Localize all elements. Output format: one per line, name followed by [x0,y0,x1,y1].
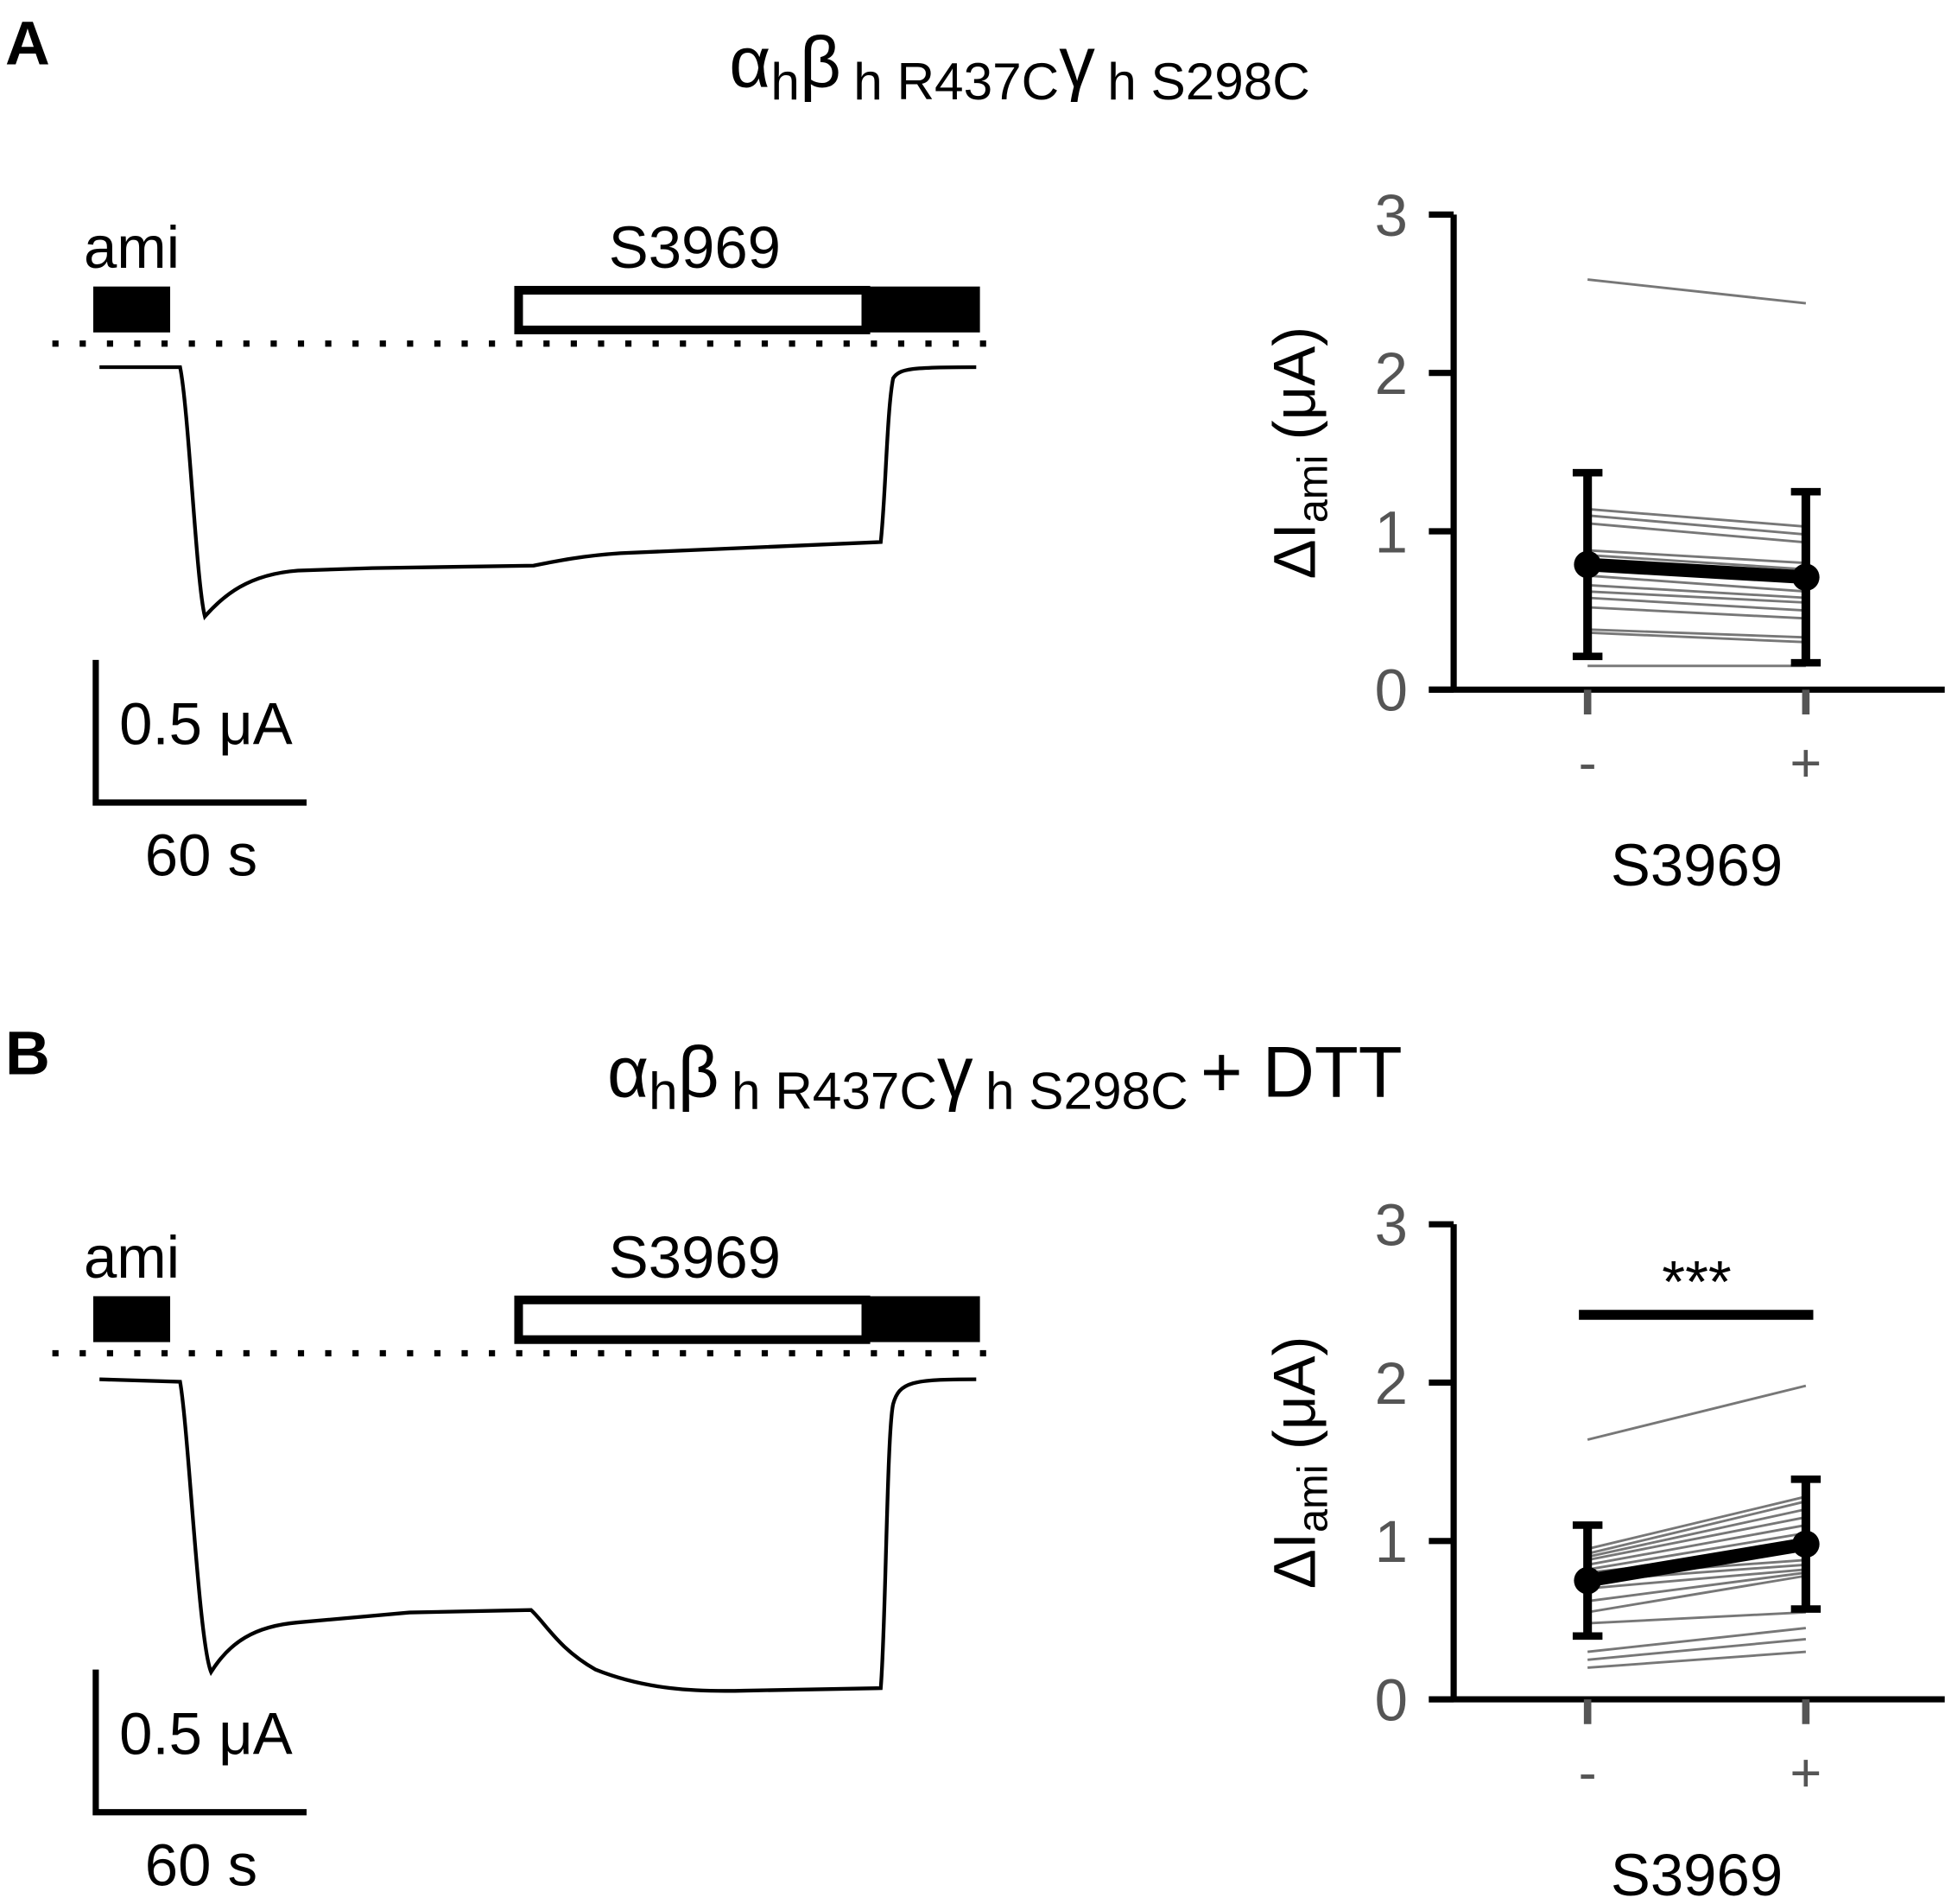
paired-line [1587,631,1806,644]
paired-line [1587,549,1806,565]
x-axis-label: S3969 [1611,832,1783,898]
significance-label: *** [1662,1249,1731,1316]
ami-bar [865,286,980,333]
paired-line [1587,1650,1806,1669]
paired-line [1587,1571,1807,1603]
title-part: + DTT [1201,1031,1403,1112]
scale-bar [92,659,307,806]
x-tick-label: + [1790,733,1821,794]
scale-time: 60 s [145,822,257,889]
paired-line [1587,590,1806,604]
paired-line [1587,606,1806,620]
paired-line [1587,1532,1807,1571]
y-tick-label: 3 [1375,182,1408,249]
paired-line [1587,1515,1807,1562]
mean-point [1792,1530,1820,1558]
title-part: α [729,22,770,103]
y-tick-label: 0 [1375,1666,1408,1733]
y-label-part: ΔI [1261,523,1327,579]
title-part: β [678,1031,719,1112]
paired-line [1587,574,1806,593]
x-tick-label: + [1790,1742,1821,1803]
y-tick-label: 2 [1375,340,1408,407]
paired-line [1587,1568,1807,1590]
ami-bar [92,1296,171,1342]
paired-line [1587,522,1807,544]
scale-current: 0.5 μA [119,1700,293,1767]
title-part: h R437C [732,1062,937,1120]
paired-line [1587,278,1807,305]
panel-title: αhβ h R437Cγ h S298C + DTT [607,1031,1403,1120]
blocker-label: ami [84,214,180,281]
paired-line [1587,507,1806,528]
paired-line [1587,1384,1807,1441]
mean-point [1792,563,1820,591]
y-tick-label: 1 [1375,1508,1408,1575]
scale-time: 60 s [145,1831,257,1898]
mean-line [1587,557,1807,585]
drug-label: S3969 [609,1224,781,1291]
title-part: β [800,22,841,103]
paired-line [1587,514,1807,536]
y-tick-label: 0 [1375,657,1408,724]
panel-label: A [5,10,50,79]
drug-bar [514,285,871,334]
paired-line [1587,596,1806,612]
title-part: h [770,52,800,111]
y-label-part: ami [1290,1464,1337,1533]
panel-label: B [5,1019,50,1088]
current-trace [99,1377,977,1693]
y-label-part: ami [1290,455,1337,524]
paired-line [1587,554,1806,571]
ami-bar [865,1296,980,1342]
title-part: γ [1059,22,1095,103]
scale-bar [92,1669,307,1816]
x-axis-label: S3969 [1611,1842,1783,1904]
title-part: α [607,1031,649,1112]
drug-label: S3969 [609,214,781,281]
title-part: h S298C [1107,52,1310,111]
y-tick-label: 1 [1375,498,1408,565]
mean-line [1586,1537,1808,1588]
paired-line [1587,1627,1807,1653]
panel-title: αhβ h R437Cγ h S298C [729,22,1310,111]
title-part: h R437C [853,52,1059,111]
paired-line [1587,1574,1807,1614]
y-label-part: ΔI [1261,1533,1327,1589]
title-part: h S298C [985,1062,1188,1120]
drug-bar [514,1295,871,1344]
scale-current: 0.5 μA [119,690,293,757]
y-tick-label: 2 [1375,1350,1408,1417]
blocker-label: ami [84,1224,180,1291]
ami-bar [92,286,171,333]
y-axis-label: ΔIami (μA) [1261,327,1336,580]
y-label-part: (μA) [1261,1336,1327,1450]
title-part: h [649,1062,678,1120]
mean-point [1574,1566,1601,1595]
x-tick-label: - [1579,733,1597,794]
y-label-part: (μA) [1261,327,1327,441]
paired-line [1587,628,1806,639]
paired-line [1587,1524,1807,1566]
current-trace [99,365,977,621]
paired-line [1587,583,1806,600]
paired-line [1587,1610,1806,1625]
paired-line [1587,1495,1807,1551]
y-axis-label: ΔIami (μA) [1261,1336,1336,1590]
title-part: γ [937,1031,973,1112]
paired-line [1587,1507,1807,1558]
mean-point [1574,550,1601,579]
paired-line [1587,1500,1807,1555]
paired-line [1587,1638,1807,1661]
y-tick-label: 3 [1375,1192,1408,1259]
x-tick-label: - [1579,1742,1597,1803]
